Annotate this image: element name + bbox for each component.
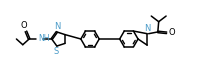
Text: S: S: [53, 47, 59, 56]
Text: O: O: [168, 28, 174, 37]
Text: N: N: [53, 22, 60, 31]
Text: NH: NH: [38, 34, 50, 43]
Text: N: N: [144, 24, 150, 33]
Text: O: O: [20, 21, 27, 30]
